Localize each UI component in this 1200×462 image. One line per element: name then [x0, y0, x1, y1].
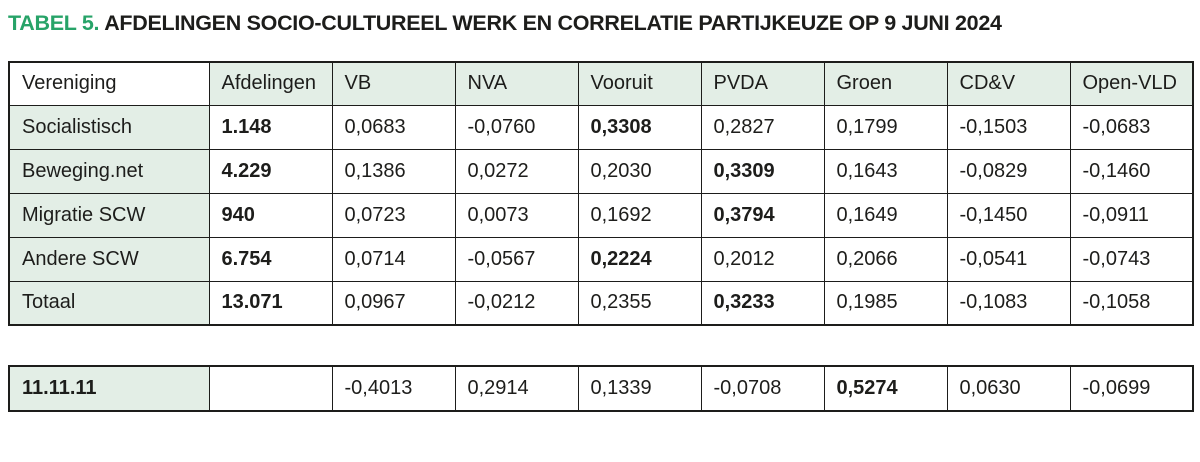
correlation-table: Vereniging Afdelingen VB NVA Vooruit PVDA Groe…	[8, 61, 1194, 326]
row-label: Migratie SCW	[8, 192, 210, 238]
table-title-text: AFDELINGEN SOCIO-CULTUREEL WERK EN CORRE…	[104, 11, 1002, 35]
cell-afdelingen: 1.148	[208, 104, 333, 150]
cell-open-vld: -0,0911	[1069, 192, 1194, 238]
table-header-row: Vereniging Afdelingen VB NVA Vooruit PVDA Groe…	[8, 61, 1194, 106]
table-row-beweging-net: Beweging.net 4.229 0,1386 0,0272 0,2030 0,330…	[8, 148, 1194, 194]
cell-vooruit: 0,1692	[577, 192, 702, 238]
column-header-afdelingen: Afdelingen	[208, 61, 333, 106]
cell-groen: 0,1649	[823, 192, 948, 238]
cell-open-vld: -0,0699	[1069, 365, 1194, 412]
column-header-open-vld: Open-VLD	[1069, 61, 1194, 106]
cell-vooruit: 0,2030	[577, 148, 702, 194]
cell-afdelingen: 4.229	[208, 148, 333, 194]
cell-pvda: 0,3794	[700, 192, 825, 238]
row-label: Beweging.net	[8, 148, 210, 194]
cell-cd-v: -0,0541	[946, 236, 1071, 282]
column-header-cd-v: CD&V	[946, 61, 1071, 106]
cell-nva: 0,0272	[454, 148, 579, 194]
row-label: Socialistisch	[8, 104, 210, 150]
cell-vooruit: 0,3308	[577, 104, 702, 150]
row-label: Totaal	[8, 280, 210, 326]
cell-pvda: -0,0708	[700, 365, 825, 412]
column-header-pvda: PVDA	[700, 61, 825, 106]
cell-nva: 0,0073	[454, 192, 579, 238]
cell-open-vld: -0,0683	[1069, 104, 1194, 150]
cell-vb: 0,0723	[331, 192, 456, 238]
cell-open-vld: -0,1058	[1069, 280, 1194, 326]
column-header-vb: VB	[331, 61, 456, 106]
cell-afdelingen	[208, 365, 333, 412]
column-header-vereniging: Vereniging	[8, 61, 210, 106]
eleven-eleven-eleven-table: 11.11.11 -0,4013 0,2914 0,1339 -0,0708 0,5274…	[8, 365, 1194, 412]
row-label: 11.11.11	[8, 365, 210, 412]
cell-pvda: 0,2012	[700, 236, 825, 282]
table-number-label: TABEL 5.	[8, 11, 100, 35]
column-header-nva: NVA	[454, 61, 579, 106]
cell-afdelingen: 6.754	[208, 236, 333, 282]
cell-pvda: 0,2827	[700, 104, 825, 150]
cell-nva: -0,0212	[454, 280, 579, 326]
cell-groen: 0,5274	[823, 365, 948, 412]
cell-afdelingen: 940	[208, 192, 333, 238]
page-title: TABEL 5. AFDELINGEN SOCIO-CULTUREEL WERK …	[8, 11, 1200, 36]
cell-pvda: 0,3309	[700, 148, 825, 194]
row-label: Andere SCW	[8, 236, 210, 282]
cell-cd-v: 0,0630	[946, 365, 1071, 412]
cell-vb: 0,0683	[331, 104, 456, 150]
cell-groen: 0,1643	[823, 148, 948, 194]
cell-groen: 0,2066	[823, 236, 948, 282]
cell-cd-v: -0,1450	[946, 192, 1071, 238]
cell-vb: 0,0714	[331, 236, 456, 282]
table-row-totaal: Totaal 13.071 0,0967 -0,0212 0,2355 0,3233 0,1…	[8, 280, 1194, 326]
cell-vb: 0,0967	[331, 280, 456, 326]
cell-nva: 0,2914	[454, 365, 579, 412]
cell-open-vld: -0,1460	[1069, 148, 1194, 194]
cell-open-vld: -0,0743	[1069, 236, 1194, 282]
cell-groen: 0,1799	[823, 104, 948, 150]
cell-afdelingen: 13.071	[208, 280, 333, 326]
table-row-andere-scw: Andere SCW 6.754 0,0714 -0,0567 0,2224 0,2012…	[8, 236, 1194, 282]
cell-vooruit: 0,1339	[577, 365, 702, 412]
cell-vooruit: 0,2224	[577, 236, 702, 282]
table-row-migratie-scw: Migratie SCW 940 0,0723 0,0073 0,1692 0,3794 0…	[8, 192, 1194, 238]
column-header-groen: Groen	[823, 61, 948, 106]
cell-vb: 0,1386	[331, 148, 456, 194]
cell-cd-v: -0,1503	[946, 104, 1071, 150]
cell-cd-v: -0,1083	[946, 280, 1071, 326]
table-row-11-11-11: 11.11.11 -0,4013 0,2914 0,1339 -0,0708 0,5274…	[8, 365, 1194, 412]
cell-vooruit: 0,2355	[577, 280, 702, 326]
cell-nva: -0,0567	[454, 236, 579, 282]
cell-vb: -0,4013	[331, 365, 456, 412]
table-row-socialistisch: Socialistisch 1.148 0,0683 -0,0760 0,3308 0,2…	[8, 104, 1194, 150]
cell-pvda: 0,3233	[700, 280, 825, 326]
column-header-vooruit: Vooruit	[577, 61, 702, 106]
cell-nva: -0,0760	[454, 104, 579, 150]
cell-cd-v: -0,0829	[946, 148, 1071, 194]
cell-groen: 0,1985	[823, 280, 948, 326]
